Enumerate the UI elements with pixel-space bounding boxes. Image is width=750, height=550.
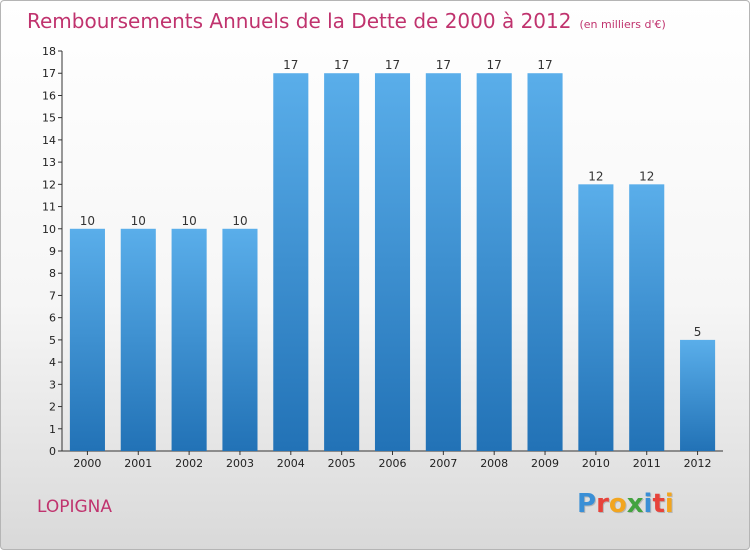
x-tick-label: 2009 xyxy=(531,457,559,470)
x-tick-label: 2011 xyxy=(633,457,661,470)
bar xyxy=(324,73,360,451)
y-tick-label: 4 xyxy=(49,356,56,369)
data-label: 17 xyxy=(487,58,502,72)
y-tick-label: 9 xyxy=(49,245,56,258)
logo-letter: i xyxy=(664,489,674,519)
y-tick-label: 15 xyxy=(42,112,56,125)
y-tick-label: 14 xyxy=(42,134,56,147)
logo-letter: P xyxy=(577,489,597,519)
data-labels: 10 10 10 10 17 17 17 17 17 17 12 12 5 xyxy=(80,58,702,339)
x-tick-label: 2000 xyxy=(73,457,101,470)
bar xyxy=(629,184,665,452)
y-tick-label: 3 xyxy=(49,378,56,391)
x-tick-label: 2001 xyxy=(124,457,152,470)
bar xyxy=(476,73,512,451)
bar xyxy=(374,73,411,451)
data-label: 10 xyxy=(131,214,146,228)
y-tick-label: 0 xyxy=(49,445,56,458)
bar xyxy=(425,73,461,451)
data-label: 10 xyxy=(181,214,196,228)
data-label: 17 xyxy=(537,58,552,72)
bar xyxy=(273,73,309,451)
data-label: 10 xyxy=(80,214,95,228)
y-tick-label: 17 xyxy=(42,67,56,80)
data-label: 12 xyxy=(639,169,654,183)
bar xyxy=(222,228,258,451)
y-tick-label: 10 xyxy=(42,223,56,236)
bar xyxy=(69,228,105,451)
y-tick-label: 1 xyxy=(49,423,56,436)
bar xyxy=(680,339,716,451)
logo-letter: r xyxy=(596,489,609,519)
x-tick-label: 2004 xyxy=(277,457,305,470)
y-tick-label: 16 xyxy=(42,89,56,102)
bar xyxy=(171,228,207,451)
y-tick-label: 2 xyxy=(49,401,56,414)
x-tick-label: 2010 xyxy=(582,457,610,470)
proxiti-logo: Proxiti xyxy=(577,489,674,519)
y-tick-label: 12 xyxy=(42,178,56,191)
data-label: 10 xyxy=(232,214,247,228)
bars xyxy=(69,73,716,452)
bar xyxy=(578,184,614,452)
y-tick-label: 8 xyxy=(49,267,56,280)
data-label: 5 xyxy=(694,325,702,339)
data-label: 17 xyxy=(436,58,451,72)
data-label: 17 xyxy=(283,58,298,72)
bar xyxy=(120,228,156,451)
bar xyxy=(527,73,563,451)
y-tick-label: 13 xyxy=(42,156,56,169)
data-label: 17 xyxy=(385,58,400,72)
y-tick-label: 5 xyxy=(49,334,56,347)
commune-name: LOPIGNA xyxy=(37,497,113,517)
data-label: 17 xyxy=(334,58,349,72)
chart-subtitle: (en milliers d'€) xyxy=(579,18,666,31)
y-tick-label: 18 xyxy=(42,45,56,58)
y-tick-label: 7 xyxy=(49,289,56,302)
chart-title-text: Remboursements Annuels de la Dette de 20… xyxy=(27,9,572,33)
x-tick-label: 2006 xyxy=(379,457,407,470)
logo-letter: i xyxy=(643,489,653,519)
logo-letter: x xyxy=(626,489,644,519)
x-tick-label: 2007 xyxy=(429,457,457,470)
x-axis: 2000 2001 2002 2003 2004 2005 2006 2007 2008 2009… xyxy=(62,450,723,470)
logo-letter: t xyxy=(652,489,665,519)
x-tick-label: 2005 xyxy=(328,457,356,470)
chart-title: Remboursements Annuels de la Dette de 20… xyxy=(27,9,666,33)
x-tick-label: 2003 xyxy=(226,457,254,470)
data-label: 12 xyxy=(588,169,603,183)
x-tick-label: 2008 xyxy=(480,457,508,470)
logo-letter: o xyxy=(608,489,627,519)
y-tick-label: 6 xyxy=(49,312,56,325)
x-tick-label: 2012 xyxy=(684,457,712,470)
x-tick-label: 2002 xyxy=(175,457,203,470)
y-tick-label: 11 xyxy=(42,201,56,214)
